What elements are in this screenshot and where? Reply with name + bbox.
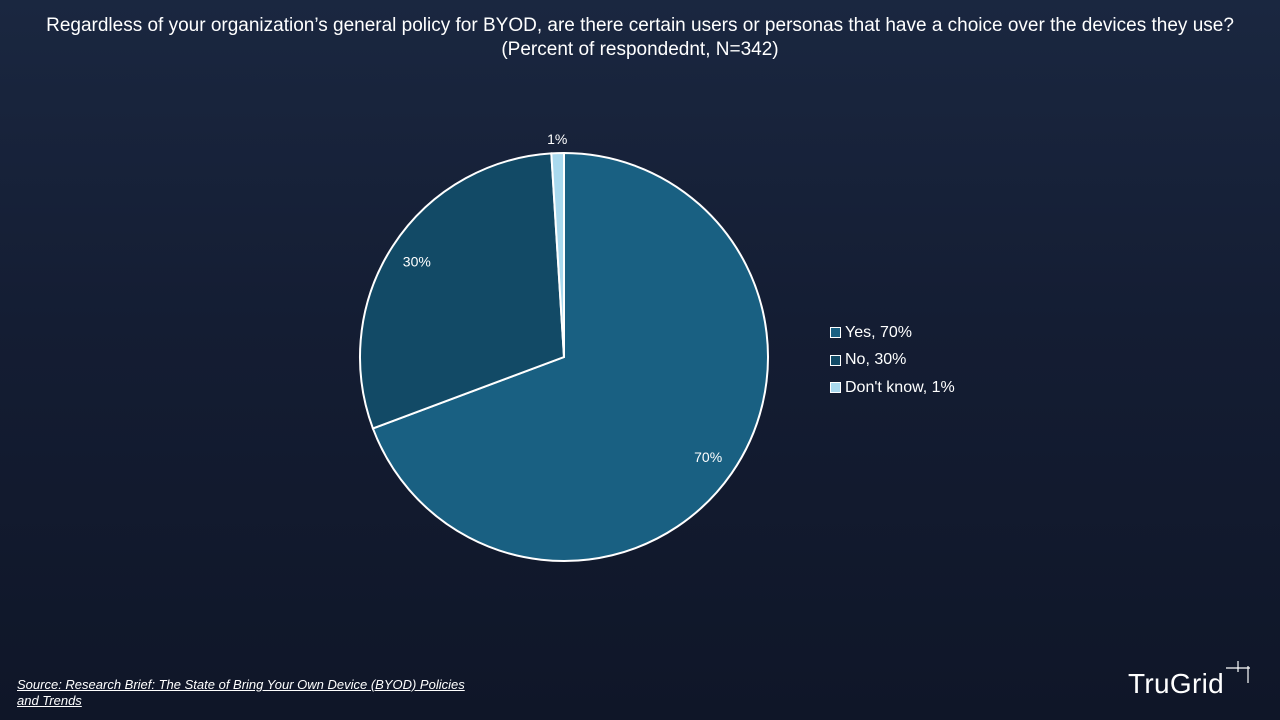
- legend-swatch-no: [830, 354, 841, 366]
- logo-text: TruGrid: [1128, 668, 1224, 699]
- source-link[interactable]: Source: Research Brief: The State of Bri…: [17, 677, 465, 708]
- legend-swatch-yes: [830, 327, 841, 339]
- chart-legend: Yes, 70% No, 30% Don't know, 1%: [830, 319, 955, 402]
- legend-label-dont-know: Don't know, 1%: [845, 378, 955, 396]
- legend-label-yes: Yes, 70%: [845, 323, 913, 341]
- data-label-dont-know: 1%: [547, 131, 567, 147]
- grid-mark-icon: [1226, 661, 1250, 683]
- pie-slice-yes: [371, 151, 769, 562]
- legend-item-dont-know[interactable]: Don't know, 1%: [830, 374, 955, 402]
- data-label-no: 30%: [403, 254, 431, 270]
- trugrid-logo: TruGrid: [1128, 661, 1253, 701]
- chart-title: Regardless of your organization’s genera…: [46, 15, 1234, 60]
- legend-item-no[interactable]: No, 30%: [830, 347, 955, 375]
- data-label-yes: 70%: [694, 449, 722, 465]
- legend-item-yes[interactable]: Yes, 70%: [830, 319, 955, 347]
- legend-label-no: No, 30%: [845, 351, 907, 369]
- pie-slice-dont-know: [550, 151, 565, 358]
- pie-slice-no: [359, 152, 566, 430]
- legend-swatch-dont-know: [830, 382, 841, 394]
